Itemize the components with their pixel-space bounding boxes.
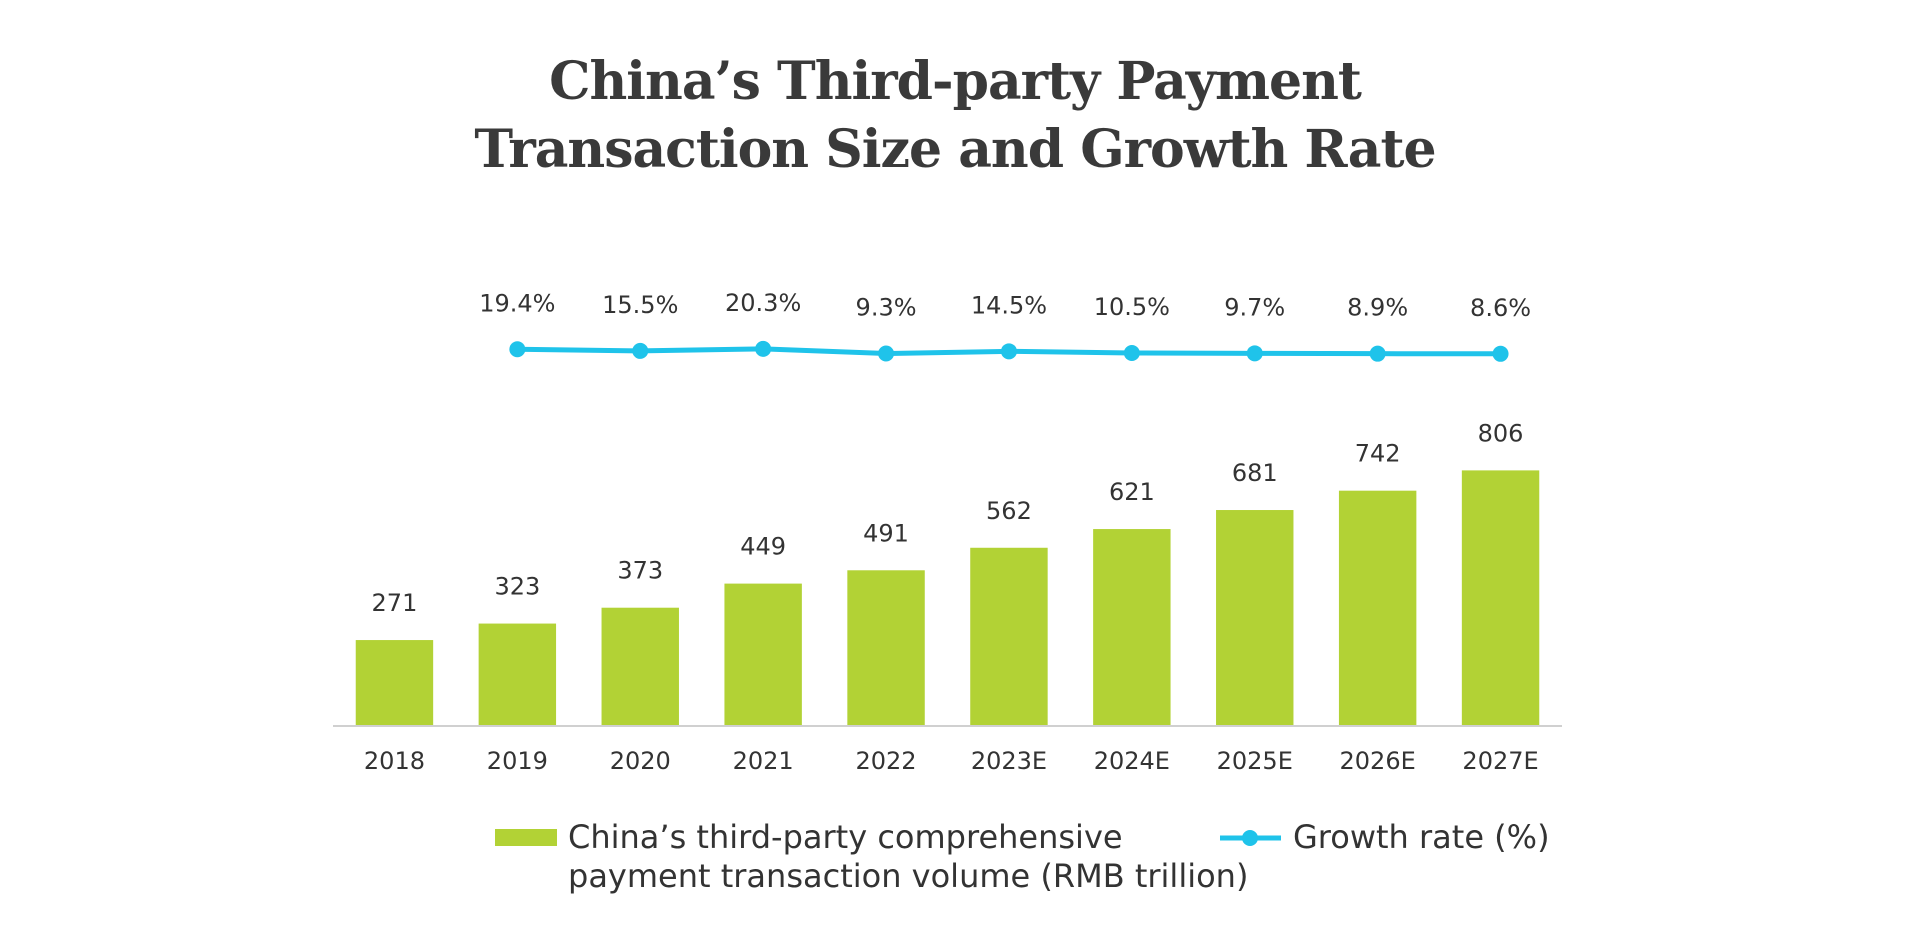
data-label: 806 <box>1478 419 1524 447</box>
data-label: 373 <box>617 557 663 585</box>
line-point <box>1246 345 1263 362</box>
data-label: 9.3% <box>856 294 917 322</box>
bar <box>970 547 1048 726</box>
data-label: 19.4% <box>479 289 555 317</box>
line-point <box>509 341 526 358</box>
line-point <box>1000 343 1017 360</box>
data-label: 10.5% <box>1094 293 1170 321</box>
x-tick-label: 2020 <box>610 747 671 775</box>
data-label: 8.6% <box>1470 294 1531 322</box>
data-label: 742 <box>1355 440 1401 468</box>
data-label: 20.3% <box>725 289 801 317</box>
data-label: 449 <box>740 533 786 561</box>
bar <box>601 607 679 726</box>
bar <box>478 623 557 726</box>
data-label: 621 <box>1109 478 1155 506</box>
x-tick-label: 2026E <box>1340 747 1416 775</box>
bar <box>1338 490 1417 726</box>
bar <box>1216 510 1294 726</box>
line-point <box>1492 345 1509 362</box>
x-tick-label: 2021 <box>733 747 794 775</box>
chart-title: China’s Third-party Payment Transaction … <box>474 51 1436 180</box>
bar <box>355 640 434 726</box>
line-point <box>755 340 772 357</box>
data-label: 562 <box>986 497 1032 525</box>
x-tick-label: 2025E <box>1217 747 1293 775</box>
data-label: 14.5% <box>971 291 1047 319</box>
x-tick-label: 2019 <box>487 747 548 775</box>
bar <box>724 583 802 726</box>
legend-label: Growth rate (%) <box>1293 818 1550 856</box>
line-point <box>1369 345 1386 362</box>
x-tick-label: 2024E <box>1094 747 1170 775</box>
data-label: 271 <box>372 589 418 617</box>
x-tick-label: 2023E <box>971 747 1047 775</box>
data-label: 8.9% <box>1347 294 1408 322</box>
line-point <box>878 345 895 362</box>
bar <box>1093 529 1171 726</box>
legend-label: China’s third-party comprehensive paymen… <box>568 818 1249 895</box>
bar <box>847 570 925 726</box>
line-point <box>632 342 649 359</box>
data-label: 681 <box>1232 459 1278 487</box>
legend-swatch <box>1242 830 1258 846</box>
x-tick-label: 2018 <box>364 747 425 775</box>
bar <box>1461 470 1540 726</box>
data-label: 491 <box>863 519 909 547</box>
data-label: 15.5% <box>602 291 678 319</box>
data-label: 323 <box>494 573 540 601</box>
line-point <box>1123 344 1140 361</box>
legend-swatch <box>495 829 557 846</box>
x-tick-label: 2027E <box>1462 747 1538 775</box>
data-label: 9.7% <box>1224 293 1285 321</box>
x-tick-label: 2022 <box>856 747 917 775</box>
